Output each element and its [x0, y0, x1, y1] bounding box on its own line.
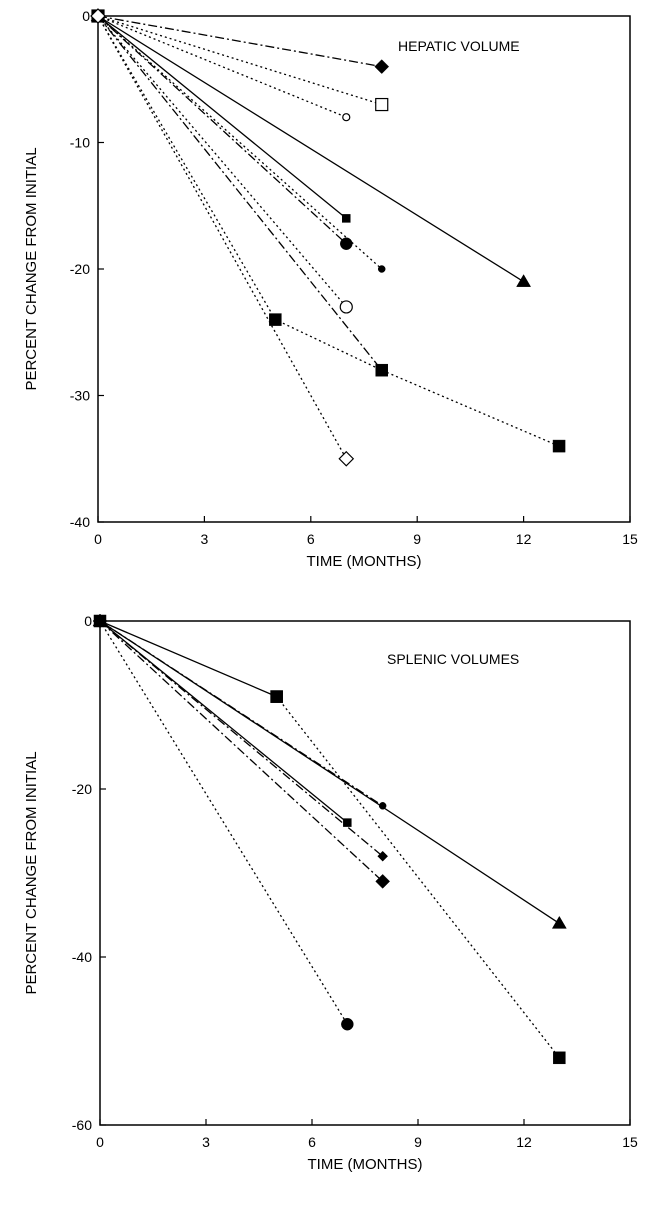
splenic-x-tick-label: 12	[516, 1134, 532, 1150]
hepatic-series-2	[91, 9, 389, 112]
splenic-data-point	[375, 874, 391, 889]
hepatic-series-11	[90, 8, 355, 467]
splenic-series-7	[92, 613, 391, 889]
hepatic-x-tick-label: 0	[94, 531, 102, 547]
hepatic-series-1	[90, 8, 390, 74]
hepatic-data-point	[338, 450, 355, 467]
hepatic-y-axis-label: PERCENT CHANGE FROM INITIAL	[23, 147, 40, 390]
splenic-y-axis-label: PERCENT CHANGE FROM INITIAL	[23, 751, 40, 994]
hepatic-x-axis-label: TIME (MONTHS)	[307, 553, 422, 570]
hepatic-y-tick-label: -20	[70, 261, 90, 277]
hepatic-annotation: HEPATIC VOLUME	[398, 38, 520, 54]
splenic-series-line	[99, 620, 384, 807]
splenic-x-tick-label: 0	[96, 1134, 104, 1150]
splenic-data-point	[553, 1051, 566, 1065]
hepatic-y-tick-label: -40	[70, 514, 90, 530]
hepatic-series-5	[91, 9, 353, 250]
hepatic-x-tick-label: 15	[622, 531, 638, 547]
hepatic-series-8	[91, 9, 353, 314]
splenic-y-tick-label: -60	[72, 1117, 92, 1133]
hepatic-data-point	[90, 8, 106, 24]
hepatic-series-10	[91, 9, 566, 453]
splenic-data-point	[93, 614, 107, 628]
splenic-series-8	[93, 614, 354, 1031]
splenic-x-tick-label: 3	[202, 1134, 210, 1150]
hepatic-data-point	[339, 300, 353, 314]
hepatic-data-point	[342, 113, 351, 122]
splenic-series-line	[99, 620, 384, 882]
splenic-data-point	[378, 802, 387, 810]
hepatic-series-9	[92, 10, 388, 376]
hepatic-x-tick-label: 12	[516, 531, 532, 547]
hepatic-data-point	[552, 439, 566, 453]
hepatic-y-tick-label: 0	[82, 8, 90, 24]
splenic-y-tick-label: -40	[72, 949, 92, 965]
splenic-series-line	[99, 620, 348, 1025]
hepatic-y-tick-label: -10	[70, 135, 90, 151]
hepatic-data-point	[375, 363, 388, 377]
splenic-data-point	[341, 1017, 354, 1031]
hepatic-x-tick-label: 6	[307, 531, 315, 547]
splenic-x-axis-label: TIME (MONTHS)	[308, 1156, 423, 1173]
hepatic-data-point	[342, 214, 351, 223]
splenic-data-point	[551, 915, 567, 929]
splenic-x-tick-label: 9	[414, 1134, 422, 1150]
splenic-data-point	[343, 818, 352, 827]
hepatic-y-tick-label: -30	[70, 388, 90, 404]
hepatic-series-line	[97, 15, 383, 371]
hepatic-plot-frame	[97, 15, 631, 523]
hepatic-series-line	[97, 15, 347, 245]
hepatic-volume-chart: 0 3 6 9 12 15 0 -10 -20 -30 -40 TIME (MONTHS) PERCEN…	[23, 8, 638, 570]
splenic-plot-frame	[99, 620, 631, 1126]
splenic-series-line	[99, 620, 384, 857]
splenic-data-point	[270, 690, 283, 703]
splenic-series-line	[276, 696, 560, 1059]
hepatic-series-line	[97, 15, 347, 118]
splenic-x-tick-label: 15	[622, 1134, 638, 1150]
splenic-volumes-chart: 0 3 6 9 12 15 0 -20 -40 -60 TIME (MONTHS) PERCENT C…	[23, 613, 638, 1173]
hepatic-x-tick-label: 3	[201, 531, 209, 547]
hepatic-data-point	[374, 59, 390, 74]
hepatic-series-line	[97, 15, 383, 270]
hepatic-x-tick-label: 9	[413, 531, 421, 547]
hepatic-series-6	[94, 12, 386, 273]
splenic-series-2	[270, 690, 566, 1065]
hepatic-data-point	[340, 237, 353, 250]
splenic-series-line	[99, 620, 277, 698]
splenic-data-point	[377, 850, 389, 862]
hepatic-data-point	[516, 274, 532, 287]
splenic-annotation: SPLENIC VOLUMES	[387, 651, 519, 667]
hepatic-data-point	[377, 265, 386, 273]
hepatic-series-line	[97, 15, 382, 68]
splenic-y-tick-label: -20	[72, 781, 92, 797]
hepatic-series-line	[97, 15, 347, 219]
splenic-series-5	[95, 616, 352, 827]
splenic-x-tick-label: 6	[308, 1134, 316, 1150]
hepatic-series-line	[97, 15, 560, 447]
splenic-series-1	[93, 614, 283, 703]
hepatic-data-point	[375, 97, 389, 112]
hepatic-series-4	[93, 11, 351, 223]
splenic-y-tick-label: 0	[84, 613, 92, 629]
hepatic-series-line	[97, 15, 347, 308]
hepatic-series-line	[97, 15, 524, 283]
hepatic-data-point	[269, 313, 282, 326]
hepatic-series-3	[93, 11, 351, 122]
